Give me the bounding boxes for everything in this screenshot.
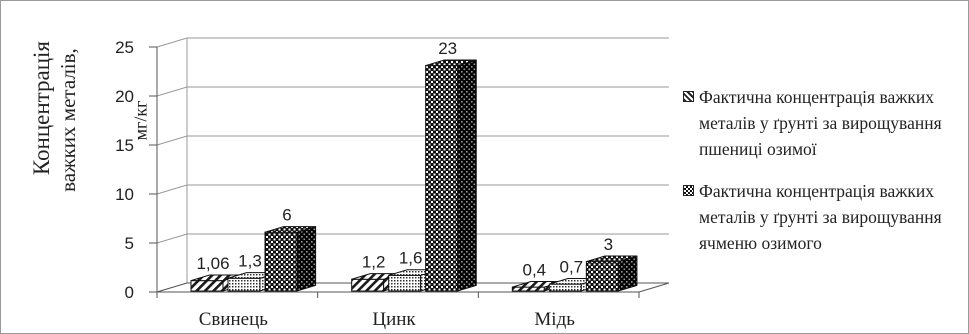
data-label: 0,7 (560, 258, 584, 277)
y-tick-label: 5 (125, 234, 134, 253)
bar-side (457, 59, 477, 292)
bar-front (511, 286, 545, 292)
data-label: 23 (438, 39, 457, 58)
data-label: 1,6 (399, 249, 423, 268)
data-label: 6 (282, 206, 291, 225)
gridline-side (156, 37, 188, 48)
bar-front (425, 65, 459, 292)
legend-swatch-barley (683, 185, 694, 196)
legend-label-wheat: Фактична концентрація важких металів у ґ… (699, 87, 942, 159)
data-label: 1,06 (196, 254, 229, 273)
bar-side (296, 225, 317, 292)
bar-front (190, 280, 224, 292)
y-axis-label-unit: мг/кг (130, 100, 151, 141)
data-labels: 1,06 1,3 6 1,2 1,6 23 0,4 0,7 3 (196, 39, 613, 279)
data-label: 0,4 (523, 261, 547, 280)
bar-top (264, 226, 316, 233)
data-label: 1,3 (238, 252, 262, 271)
bar-front (264, 231, 298, 292)
legend-label-barley: Фактична концентрація важких металів у ґ… (699, 181, 942, 253)
data-label: 3 (604, 235, 613, 254)
bar-top (586, 255, 638, 263)
bar-front (227, 277, 261, 292)
legend-item-barley: Фактична концентрація важких металів у ґ… (683, 178, 968, 256)
bar-top (425, 59, 477, 67)
y-axis-label-line1: Концентрація (28, 40, 54, 176)
y-axis-label-line2: важких металів, (55, 48, 80, 192)
x-tick-label: Мідь (534, 309, 575, 330)
y-tick-label: 25 (115, 38, 134, 57)
data-label: 1,2 (362, 253, 386, 272)
gridline-side (156, 233, 188, 244)
bar-front (388, 274, 422, 292)
bar-front (351, 278, 385, 292)
y-tick-label: 20 (115, 87, 134, 106)
legend-swatch-wheat (683, 91, 694, 102)
bar-front (548, 283, 582, 292)
legend: Фактична концентрація важких металів у ґ… (683, 84, 968, 272)
gridline-side (156, 184, 188, 195)
legend-item-wheat: Фактична концентрація важких металів у ґ… (683, 84, 968, 162)
bars (190, 59, 638, 292)
x-tick-label: Цинк (372, 309, 416, 330)
y-tick-label: 15 (115, 136, 134, 155)
gridline-side (156, 86, 188, 97)
x-tick-label: Свинець (199, 309, 269, 330)
y-tick-label: 10 (115, 185, 134, 204)
y-tick-label: 0 (125, 283, 134, 302)
gridline-side (156, 135, 188, 146)
bar-front (585, 261, 619, 292)
